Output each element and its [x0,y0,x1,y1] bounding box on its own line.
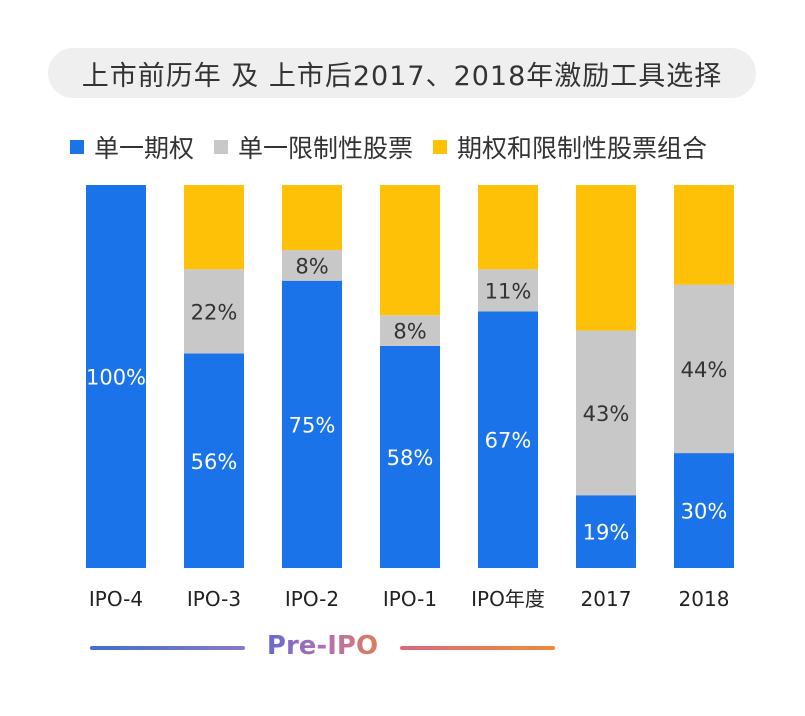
bar-segment-2017-单一限制性股票 [576,330,636,496]
x-tick-label: 2017 [581,587,632,611]
legend-item-stock-option: 单一期权 [70,129,194,165]
legend: 单一期权 单一限制性股票 期权和限制性股票组合 [70,130,707,164]
chart-title: 上市前历年 及 上市后2017、2018年激励工具选择 [48,48,756,98]
data-label: 56% [191,450,238,474]
data-label: 22% [191,300,238,324]
bar-segment-2018-单一限制性股票 [674,284,734,454]
legend-swatch-restricted-stock [214,140,229,154]
footer-line-right [400,646,555,650]
bar-segment-IPO-4-单一期权 [86,185,146,568]
data-label: 8% [295,254,328,278]
bar-segment-IPO年度-单一限制性股票 [478,269,538,312]
data-label: 75% [289,413,336,437]
data-label: 11% [485,279,532,303]
x-tick-label: 2018 [679,587,730,611]
x-tick-label: IPO-2 [285,587,339,611]
x-tick-label: IPO-1 [383,587,437,611]
bar-segment-2017-期权和限制性股票组合 [576,185,636,331]
bar-segment-IPO-3-单一限制性股票 [184,269,244,354]
x-tick-label: IPO-4 [89,587,143,611]
footer: Pre-IPO [0,628,805,664]
bar-segment-IPO-2-期权和限制性股票组合 [282,185,342,251]
legend-label-stock-option: 单一期权 [94,134,195,163]
data-label: 8% [393,320,426,344]
stacked-bar-chart: 100% IPO-4 56% 22% IPO-3 75% 8% IPO-2 58% 8% IPO-1… [86,185,734,611]
bar-segment-IPO-2-单一限制性股票 [282,250,342,281]
footer-line-left [90,646,245,650]
bar-segment-2017-单一期权 [576,495,636,568]
data-label: 19% [583,521,630,545]
legend-swatch-combination [433,140,448,154]
bar-segment-IPO-3-期权和限制性股票组合 [184,185,244,270]
bar-segment-2018-期权和限制性股票组合 [674,185,734,285]
bar-segment-IPO年度-单一期权 [478,311,538,568]
data-label: 100% [86,366,146,390]
legend-item-restricted-stock: 单一限制性股票 [214,129,413,165]
bar-segment-IPO-1-单一期权 [380,345,440,568]
bar-segment-2018-单一期权 [674,453,734,568]
x-tick-label: IPO-3 [187,587,241,611]
bar-segment-IPO-1-单一限制性股票 [380,315,440,346]
bar-segment-IPO-1-期权和限制性股票组合 [380,185,440,316]
legend-item-combination: 期权和限制性股票组合 [433,129,707,165]
bar-segment-IPO-3-单一期权 [184,353,244,568]
data-label: 43% [583,402,630,426]
data-label: 67% [485,429,532,453]
legend-label-restricted-stock: 单一限制性股票 [238,134,414,163]
legend-swatch-stock-option [70,140,84,154]
pre-ipo-label: Pre-IPO [250,628,395,664]
x-tick-label: IPO年度 [471,587,545,611]
data-label: 44% [681,358,728,382]
data-label: 30% [681,500,728,524]
legend-label-combination: 期权和限制性股票组合 [457,134,708,163]
bar-segment-IPO-2-单一期权 [282,280,342,568]
bar-segment-IPO年度-期权和限制性股票组合 [478,185,538,270]
data-label: 58% [387,446,434,470]
